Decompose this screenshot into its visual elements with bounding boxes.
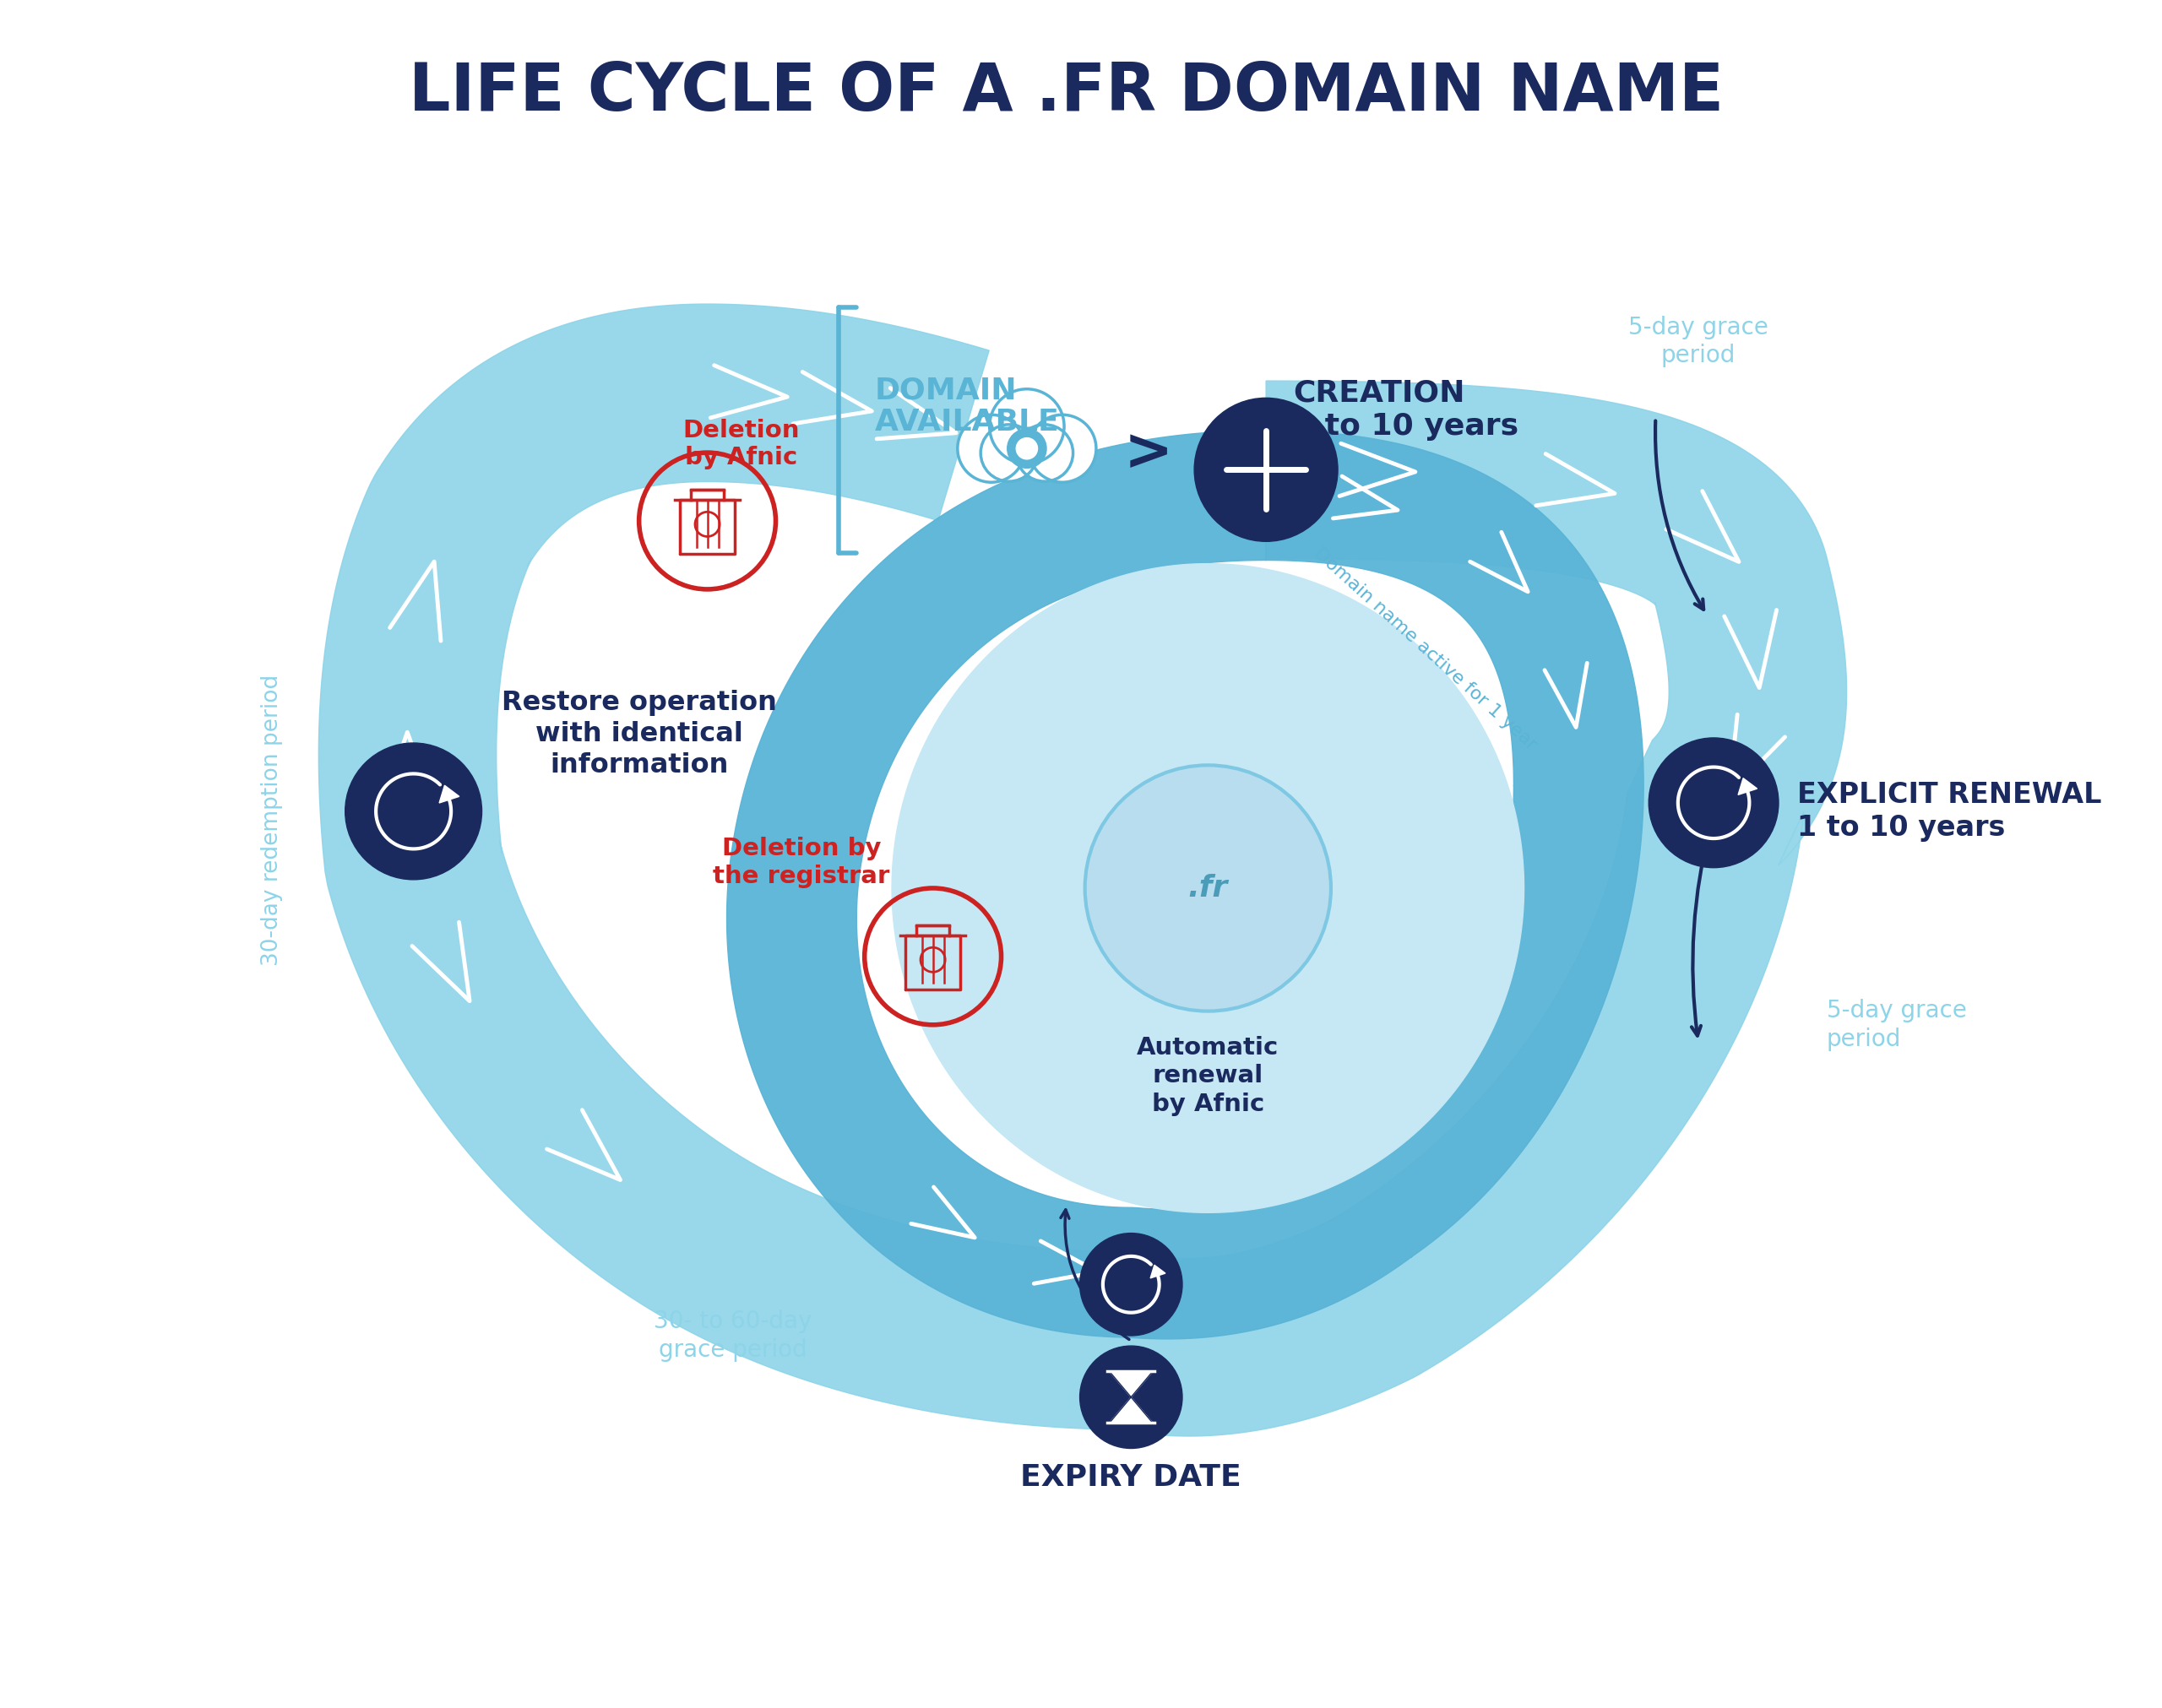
Text: Deletion by
the registrar: Deletion by the registrar: [713, 837, 891, 888]
Text: 30- to 60-day
grace period: 30- to 60-day grace period: [653, 1310, 813, 1361]
Text: Automatic
renewal
by Afnic: Automatic renewal by Afnic: [1137, 1037, 1280, 1115]
Text: Deletion
by Afnic: Deletion by Afnic: [683, 418, 800, 470]
Text: Domain name active for 1 year: Domain name active for 1 year: [1310, 545, 1539, 753]
Text: 30-day redemption period: 30-day redemption period: [262, 675, 283, 965]
Circle shape: [1007, 429, 1046, 468]
Polygon shape: [1738, 779, 1758, 794]
Polygon shape: [1029, 415, 1096, 482]
Polygon shape: [318, 304, 1846, 1436]
Circle shape: [1079, 1233, 1183, 1336]
Text: EXPLICIT RENEWAL
1 to 10 years: EXPLICIT RENEWAL 1 to 10 years: [1797, 781, 2101, 842]
Text: >: >: [1124, 424, 1172, 482]
Text: DOMAIN
AVAILABLE: DOMAIN AVAILABLE: [876, 376, 1059, 437]
Polygon shape: [726, 430, 1643, 1339]
Text: LIFE CYCLE OF A .FR DOMAIN NAME: LIFE CYCLE OF A .FR DOMAIN NAME: [409, 60, 1723, 125]
Circle shape: [1193, 398, 1338, 541]
Text: .fr: .fr: [1187, 874, 1228, 902]
Polygon shape: [990, 389, 1064, 463]
Text: EXPIRY DATE: EXPIRY DATE: [1020, 1464, 1241, 1491]
Polygon shape: [982, 425, 1038, 482]
Polygon shape: [1150, 1266, 1165, 1278]
Polygon shape: [893, 564, 1524, 1213]
Text: Restore operation
with identical
information: Restore operation with identical informa…: [502, 690, 776, 779]
Text: 5-day grace
period: 5-day grace period: [1827, 999, 1967, 1050]
Text: CREATION
1 to 10 years: CREATION 1 to 10 years: [1293, 379, 1520, 441]
Text: 5-day grace
period: 5-day grace period: [1628, 316, 1769, 367]
Polygon shape: [958, 415, 1025, 482]
Polygon shape: [439, 786, 458, 803]
Circle shape: [1016, 437, 1038, 459]
Circle shape: [1085, 765, 1332, 1011]
Circle shape: [1650, 738, 1779, 868]
Circle shape: [346, 743, 482, 880]
Polygon shape: [1016, 425, 1072, 482]
Circle shape: [1079, 1346, 1183, 1448]
Polygon shape: [1109, 1372, 1152, 1423]
